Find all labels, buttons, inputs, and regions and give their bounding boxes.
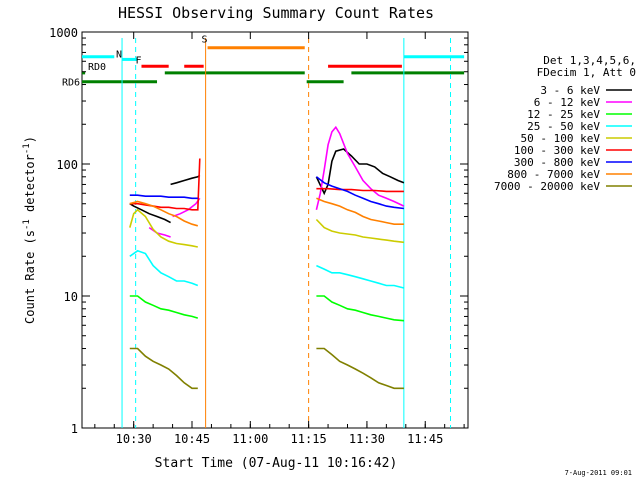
series-line <box>129 249 199 287</box>
series-layer <box>129 125 405 390</box>
status-bar-label: S <box>202 35 208 46</box>
y-axis-label: Count Rate (s-1 detector-1) <box>22 136 37 324</box>
legend-label: 12 - 25 keV <box>527 108 600 121</box>
series-line <box>170 174 201 186</box>
status-bar-label: F <box>135 55 141 66</box>
series-line <box>129 194 198 200</box>
chart-title: HESSI Observing Summary Count Rates <box>118 4 434 22</box>
x-axis-label: Start Time (07-Aug-11 10:16:42) <box>155 456 398 471</box>
legend: Det 1,3,4,5,6, FDecim 1, Att 0 3 - 6 keV… <box>494 54 636 193</box>
series-line <box>316 347 404 390</box>
y-tick-label: 100 <box>56 158 78 172</box>
legend-label: 50 - 100 keV <box>521 132 601 145</box>
series-line <box>316 264 405 289</box>
status-bar-label: RD6 <box>62 78 80 89</box>
plot-frame <box>81 31 469 429</box>
series-line <box>316 187 404 193</box>
legend-header-line-1: Det 1,3,4,5,6, <box>543 54 636 67</box>
series-line <box>129 203 171 224</box>
x-tick-label: 11:45 <box>407 432 443 446</box>
legend-label: 3 - 6 keV <box>540 84 600 97</box>
legend-label: 800 - 7000 keV <box>507 168 600 181</box>
x-tick-label: 11:30 <box>349 432 385 446</box>
legend-label: 100 - 300 keV <box>514 144 600 157</box>
series-line <box>129 208 198 248</box>
series-line <box>316 197 404 225</box>
legend-label: 7000 - 20000 keV <box>494 180 600 193</box>
legend-header-line-2: FDecim 1, Att 0 <box>537 66 636 79</box>
legend-label: 25 - 50 keV <box>527 120 600 133</box>
series-line <box>315 176 404 210</box>
series-line <box>172 197 201 218</box>
series-line <box>129 295 199 319</box>
legend-label: 300 - 800 keV <box>514 156 600 169</box>
x-tick-label: 10:45 <box>174 432 210 446</box>
status-bar-label: N <box>116 49 122 60</box>
bar-labels-layer: N F S RD0 RD6 <box>62 35 208 89</box>
x-tick-label: 11:15 <box>291 432 327 446</box>
series-line <box>315 218 404 244</box>
series-line <box>129 200 199 227</box>
series-line <box>316 295 404 322</box>
x-tick-label: 11:00 <box>232 432 268 446</box>
series-line <box>129 347 198 390</box>
timestamp: 7-Aug-2011 09:01 <box>565 469 632 477</box>
series-line <box>129 158 201 211</box>
status-bar-label: RD0 <box>88 62 106 73</box>
y-tick-label: 1 <box>71 422 78 436</box>
y-tick-label: 10 <box>64 290 78 304</box>
y-tick-label: 1000 <box>49 26 78 40</box>
legend-label: 6 - 12 keV <box>534 96 601 109</box>
ticks-layer: 10:30 10:45 11:00 11:15 11:30 11:45 1 10 100 1000 <box>49 26 468 446</box>
bars-layer <box>82 46 465 84</box>
vlines-layer <box>121 38 452 428</box>
x-tick-label: 10:30 <box>116 432 152 446</box>
series-line <box>315 148 405 196</box>
series-line <box>315 125 405 210</box>
